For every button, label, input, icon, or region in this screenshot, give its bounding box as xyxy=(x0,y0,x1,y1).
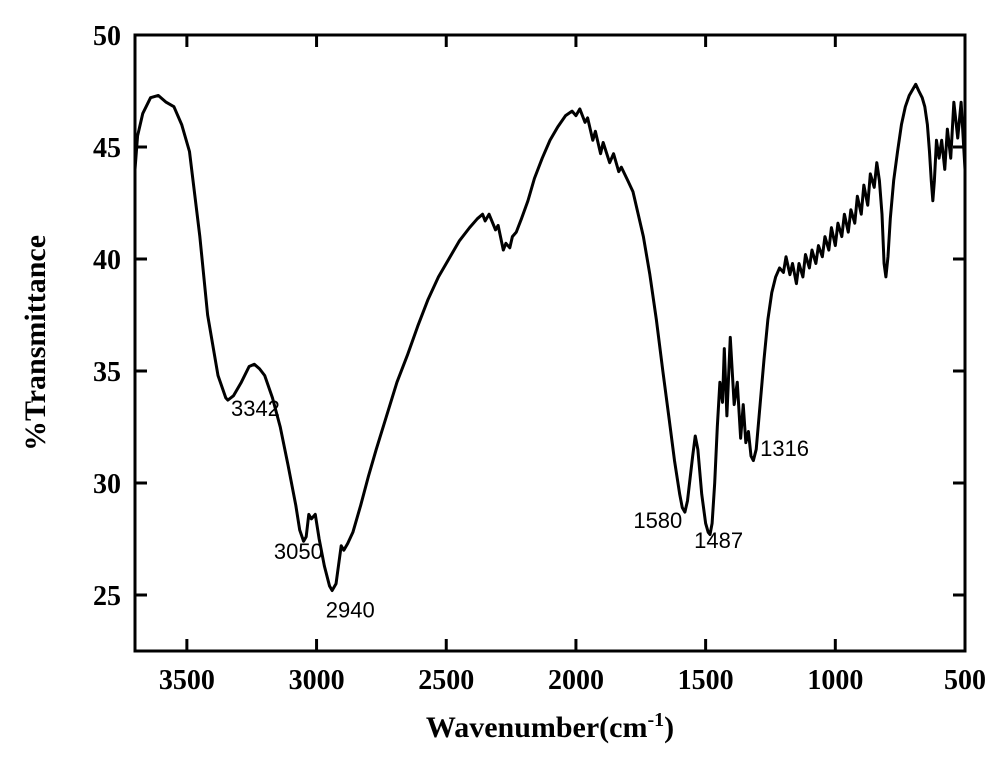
peak-label: 2940 xyxy=(326,597,375,622)
x-tick-label: 2000 xyxy=(548,665,604,696)
y-tick-label: 25 xyxy=(93,581,121,612)
y-axis-label: %Transmittance xyxy=(19,235,52,451)
x-tick-label: 3000 xyxy=(289,665,345,696)
x-tick-label: 3500 xyxy=(159,665,215,696)
peak-label: 3050 xyxy=(274,539,323,564)
x-tick-label: 2500 xyxy=(418,665,474,696)
y-tick-label: 45 xyxy=(93,133,121,164)
peak-label: 1580 xyxy=(633,508,682,533)
peak-label: 3342 xyxy=(231,396,280,421)
y-tick-label: 40 xyxy=(93,245,121,276)
peak-label: 1487 xyxy=(694,528,743,553)
x-axis-label: Wavenumber(cm-1) xyxy=(426,709,674,744)
y-tick-label: 30 xyxy=(93,469,121,500)
chart-background xyxy=(0,0,1000,777)
x-tick-label: 1500 xyxy=(678,665,734,696)
ir-spectrum-chart: 3500 3000 2500 2000 1500 1000 500 25 30 35 40 45 50%… xyxy=(0,0,1000,777)
peak-label: 1316 xyxy=(760,436,809,461)
x-tick-label: 500 xyxy=(944,665,986,696)
y-tick-label: 50 xyxy=(93,21,121,52)
x-tick-label: 1000 xyxy=(807,665,863,696)
y-tick-label: 35 xyxy=(93,357,121,388)
